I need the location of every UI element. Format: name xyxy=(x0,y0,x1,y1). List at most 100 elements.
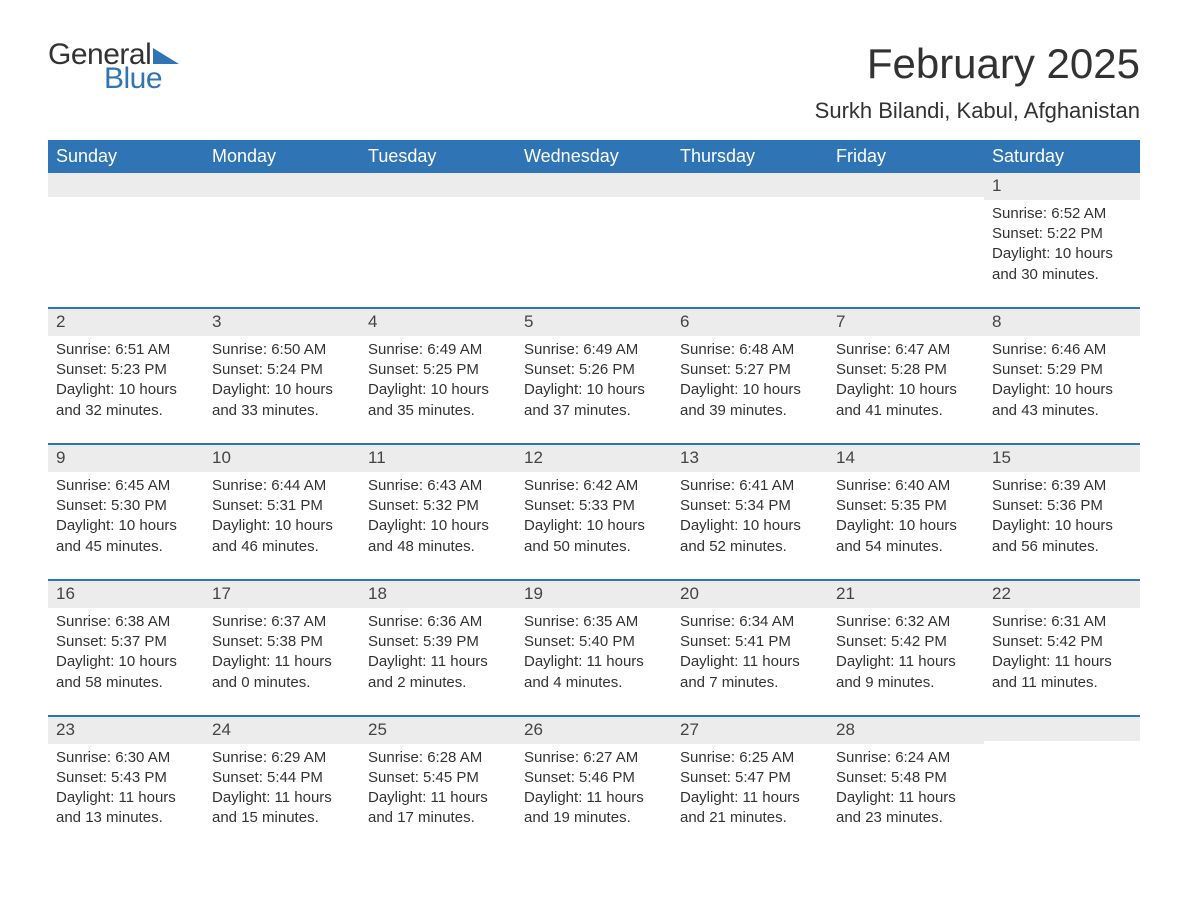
sunset-line: Sunset: 5:25 PM xyxy=(368,360,508,380)
day-number: 19 xyxy=(516,581,672,608)
calendar-day-cell xyxy=(204,173,360,308)
calendar-day-cell: 14 Sunrise: 6:40 AMSunset: 5:35 PMDayligh… xyxy=(828,444,984,580)
calendar-day-cell: 5Sunrise: 6:49 AMSunset: 5:26 PMDaylight… xyxy=(516,308,672,444)
daylight-line: Daylight: 11 hours and 4 minutes. xyxy=(524,652,664,693)
day-details: Sunrise: 6:29 AMSunset: 5:44 PMDaylight:… xyxy=(212,748,352,829)
daylight-line: Daylight: 11 hours and 15 minutes. xyxy=(212,788,352,829)
sunrise-line: Sunrise: 6:51 AM xyxy=(56,340,196,360)
calendar-day-cell: 15Sunrise: 6:39 AMSunset: 5:36 PMDayligh… xyxy=(984,444,1140,580)
day-number: 7 xyxy=(828,309,984,336)
title-block: February 2025 Surkh Bilandi, Kabul, Afgh… xyxy=(815,40,1140,134)
calendar-day-cell: 24Sunrise: 6:29 AMSunset: 5:44 PMDayligh… xyxy=(204,716,360,851)
calendar-day-cell: 2Sunrise: 6:51 AMSunset: 5:23 PMDaylight… xyxy=(48,308,204,444)
calendar-day-cell: 3Sunrise: 6:50 AMSunset: 5:24 PMDaylight… xyxy=(204,308,360,444)
day-details: Sunrise: 6:41 AMSunset: 5:34 PMDaylight:… xyxy=(680,476,820,557)
sunrise-line: Sunrise: 6:35 AM xyxy=(524,612,664,632)
day-number: 17 xyxy=(204,581,360,608)
day-details: Sunrise: 6:31 AMSunset: 5:42 PMDaylight:… xyxy=(992,612,1132,693)
sunset-line: Sunset: 5:38 PM xyxy=(212,632,352,652)
daylight-line: Daylight: 11 hours and 13 minutes. xyxy=(56,788,196,829)
sunset-line: Sunset: 5:26 PM xyxy=(524,360,664,380)
sunrise-line: Sunrise: 6:42 AM xyxy=(524,476,664,496)
calendar-day-cell: 8Sunrise: 6:46 AMSunset: 5:29 PMDaylight… xyxy=(984,308,1140,444)
sunrise-line: Sunrise: 6:25 AM xyxy=(680,748,820,768)
daylight-line: Daylight: 11 hours and 11 minutes. xyxy=(992,652,1132,693)
calendar-day-cell: 21Sunrise: 6:32 AMSunset: 5:42 PMDayligh… xyxy=(828,580,984,716)
sunset-line: Sunset: 5:22 PM xyxy=(992,224,1132,244)
calendar-week-row: 16Sunrise: 6:38 AMSunset: 5:37 PMDayligh… xyxy=(48,580,1140,716)
sunset-line: Sunset: 5:46 PM xyxy=(524,768,664,788)
calendar-day-cell xyxy=(360,173,516,308)
sunset-line: Sunset: 5:39 PM xyxy=(368,632,508,652)
sunrise-line: Sunrise: 6:32 AM xyxy=(836,612,976,632)
day-number: 6 xyxy=(672,309,828,336)
sunset-line: Sunset: 5:31 PM xyxy=(212,496,352,516)
day-number xyxy=(984,717,1140,741)
day-number: 21 xyxy=(828,581,984,608)
sunset-line: Sunset: 5:41 PM xyxy=(680,632,820,652)
sunrise-line: Sunrise: 6:27 AM xyxy=(524,748,664,768)
calendar-day-cell xyxy=(516,173,672,308)
day-details: Sunrise: 6:45 AMSunset: 5:30 PMDaylight:… xyxy=(56,476,196,557)
sunrise-line: Sunrise: 6:24 AM xyxy=(836,748,976,768)
calendar-week-row: 2Sunrise: 6:51 AMSunset: 5:23 PMDaylight… xyxy=(48,308,1140,444)
sunset-line: Sunset: 5:35 PM xyxy=(836,496,976,516)
day-number: 9 xyxy=(48,445,204,472)
day-details: Sunrise: 6:48 AMSunset: 5:27 PMDaylight:… xyxy=(680,340,820,421)
daylight-line: Daylight: 10 hours and 43 minutes. xyxy=(992,380,1132,421)
calendar-day-cell: 28Sunrise: 6:24 AMSunset: 5:48 PMDayligh… xyxy=(828,716,984,851)
daylight-line: Daylight: 10 hours and 46 minutes. xyxy=(212,516,352,557)
daylight-line: Daylight: 10 hours and 52 minutes. xyxy=(680,516,820,557)
daylight-line: Daylight: 10 hours and 58 minutes. xyxy=(56,652,196,693)
day-number xyxy=(204,173,360,197)
sunrise-line: Sunrise: 6:52 AM xyxy=(992,204,1132,224)
sunset-line: Sunset: 5:33 PM xyxy=(524,496,664,516)
calendar-day-cell: 16Sunrise: 6:38 AMSunset: 5:37 PMDayligh… xyxy=(48,580,204,716)
day-details: Sunrise: 6:40 AMSunset: 5:35 PMDaylight:… xyxy=(836,476,976,557)
day-number: 3 xyxy=(204,309,360,336)
daylight-line: Daylight: 11 hours and 2 minutes. xyxy=(368,652,508,693)
sunrise-line: Sunrise: 6:49 AM xyxy=(524,340,664,360)
sunset-line: Sunset: 5:28 PM xyxy=(836,360,976,380)
daylight-line: Daylight: 11 hours and 17 minutes. xyxy=(368,788,508,829)
daylight-line: Daylight: 10 hours and 45 minutes. xyxy=(56,516,196,557)
sunset-line: Sunset: 5:40 PM xyxy=(524,632,664,652)
daylight-line: Daylight: 11 hours and 19 minutes. xyxy=(524,788,664,829)
sunrise-line: Sunrise: 6:43 AM xyxy=(368,476,508,496)
calendar-day-cell: 9 Sunrise: 6:45 AMSunset: 5:30 PMDaylight… xyxy=(48,444,204,580)
weekday-header: Thursday xyxy=(672,140,828,173)
sunrise-line: Sunrise: 6:49 AM xyxy=(368,340,508,360)
sunrise-line: Sunrise: 6:47 AM xyxy=(836,340,976,360)
calendar-day-cell xyxy=(828,173,984,308)
location-subtitle: Surkh Bilandi, Kabul, Afghanistan xyxy=(815,98,1140,124)
sunset-line: Sunset: 5:47 PM xyxy=(680,768,820,788)
day-details: Sunrise: 6:49 AMSunset: 5:26 PMDaylight:… xyxy=(524,340,664,421)
weekday-header-row: Sunday Monday Tuesday Wednesday Thursday… xyxy=(48,140,1140,173)
sunset-line: Sunset: 5:36 PM xyxy=(992,496,1132,516)
calendar-day-cell: 22Sunrise: 6:31 AMSunset: 5:42 PMDayligh… xyxy=(984,580,1140,716)
day-number: 27 xyxy=(672,717,828,744)
day-details: Sunrise: 6:34 AMSunset: 5:41 PMDaylight:… xyxy=(680,612,820,693)
calendar-day-cell: 13Sunrise: 6:41 AMSunset: 5:34 PMDayligh… xyxy=(672,444,828,580)
day-details: Sunrise: 6:36 AMSunset: 5:39 PMDaylight:… xyxy=(368,612,508,693)
sunset-line: Sunset: 5:42 PM xyxy=(836,632,976,652)
day-number: 11 xyxy=(360,445,516,472)
sunrise-line: Sunrise: 6:39 AM xyxy=(992,476,1132,496)
sunset-line: Sunset: 5:29 PM xyxy=(992,360,1132,380)
daylight-line: Daylight: 11 hours and 0 minutes. xyxy=(212,652,352,693)
sunrise-line: Sunrise: 6:38 AM xyxy=(56,612,196,632)
header: General Blue February 2025 Surkh Bilandi… xyxy=(48,40,1140,134)
sunset-line: Sunset: 5:44 PM xyxy=(212,768,352,788)
daylight-line: Daylight: 10 hours and 39 minutes. xyxy=(680,380,820,421)
daylight-line: Daylight: 10 hours and 35 minutes. xyxy=(368,380,508,421)
daylight-line: Daylight: 10 hours and 30 minutes. xyxy=(992,244,1132,285)
calendar-day-cell: 18Sunrise: 6:36 AMSunset: 5:39 PMDayligh… xyxy=(360,580,516,716)
daylight-line: Daylight: 11 hours and 7 minutes. xyxy=(680,652,820,693)
sunrise-line: Sunrise: 6:28 AM xyxy=(368,748,508,768)
sunrise-line: Sunrise: 6:30 AM xyxy=(56,748,196,768)
logo-text-blue: Blue xyxy=(104,64,162,94)
day-number: 14 xyxy=(828,445,984,472)
day-details: Sunrise: 6:28 AMSunset: 5:45 PMDaylight:… xyxy=(368,748,508,829)
day-details: Sunrise: 6:39 AMSunset: 5:36 PMDaylight:… xyxy=(992,476,1132,557)
day-number: 26 xyxy=(516,717,672,744)
